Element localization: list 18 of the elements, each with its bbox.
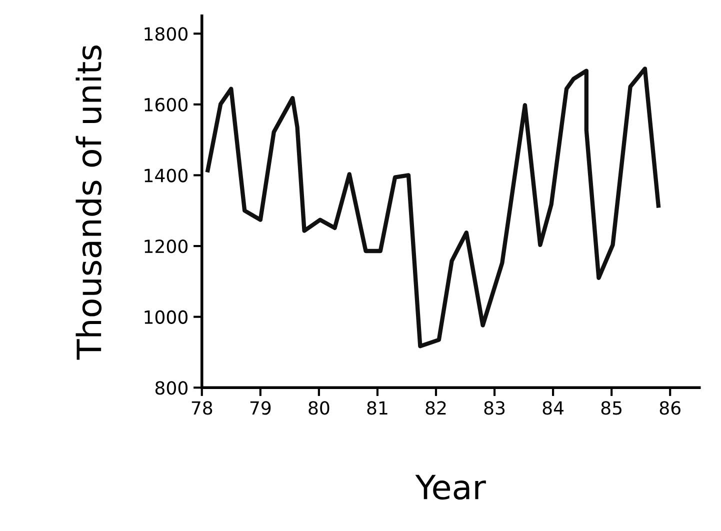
x-tick-label: 81: [367, 401, 388, 415]
x-tick-label: 78: [192, 401, 212, 415]
x-tick-label: 85: [601, 401, 622, 415]
x-tick-label: 79: [250, 401, 271, 415]
y-tick-label: 1000: [144, 310, 188, 324]
y-axis-title: Thousands of units: [76, 46, 102, 360]
x-tick-label: 86: [660, 401, 680, 415]
x-tick-label: 84: [542, 401, 564, 415]
y-tick-label: 800: [155, 381, 188, 395]
line-series: [206, 66, 660, 348]
x-tick-label: 80: [308, 401, 330, 415]
x-axis-title: Year: [415, 474, 486, 500]
y-tick-label: 1200: [144, 239, 188, 254]
y-tick-label: 1400: [144, 168, 188, 182]
y-tick-label: 1600: [144, 98, 188, 112]
x-tick-label: 83: [484, 401, 505, 415]
y-tick-label: 1800: [144, 27, 188, 41]
x-tick-label: 82: [426, 401, 446, 415]
